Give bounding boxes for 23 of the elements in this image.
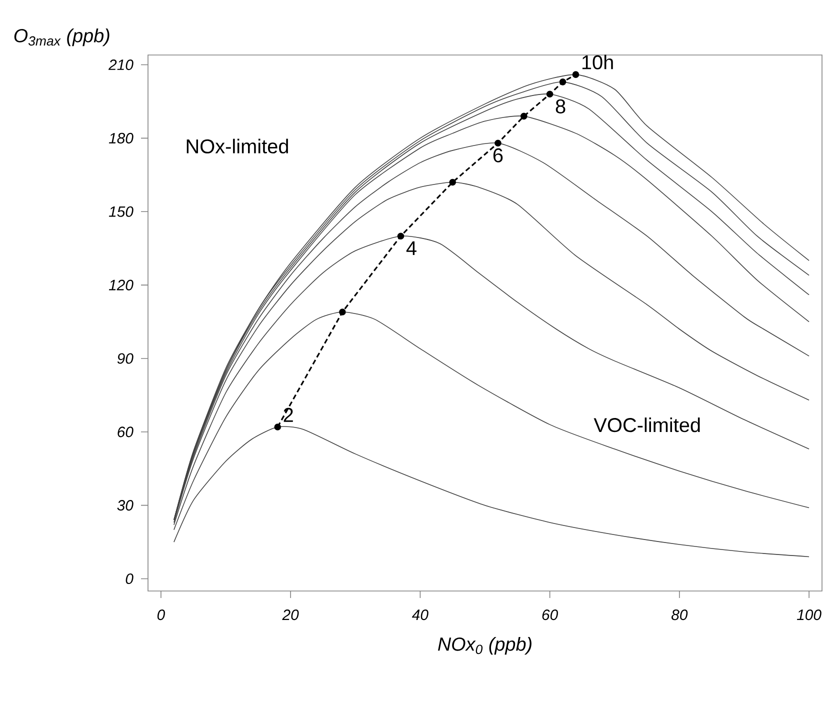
y-tick-label: 150 xyxy=(108,206,134,217)
annotation: 4 xyxy=(406,241,416,256)
x-axis-title: NOx$_{0}$ (ppb) xyxy=(438,636,532,655)
annotation: 10h xyxy=(582,54,613,70)
x-tick-label: 20 xyxy=(282,610,299,620)
x-tick-label: 100 xyxy=(796,610,822,620)
y-tick-label: 120 xyxy=(108,280,134,290)
y-tick-label: 210 xyxy=(108,59,134,70)
annotation: 6 xyxy=(493,148,503,162)
x-tick-label: 80 xyxy=(672,610,688,620)
y-tick-label: 30 xyxy=(117,500,134,511)
annotation: NOx-limited xyxy=(186,138,288,154)
x-tick-label: 40 xyxy=(412,610,428,620)
y-tick-label: 0 xyxy=(126,573,134,584)
annotation: VOC-limited xyxy=(594,418,700,432)
annotation: 2 xyxy=(284,408,293,422)
y-tick-label: 180 xyxy=(108,132,134,144)
annotation: 8 xyxy=(556,99,566,114)
y-axis-title: O$_{3max}$ (ppb) xyxy=(14,28,110,46)
x-tick-label: 60 xyxy=(542,610,558,620)
y-tick-label: 90 xyxy=(117,353,134,364)
x-tick-label: 0 xyxy=(157,610,165,620)
y-tick-label: 60 xyxy=(118,426,134,438)
